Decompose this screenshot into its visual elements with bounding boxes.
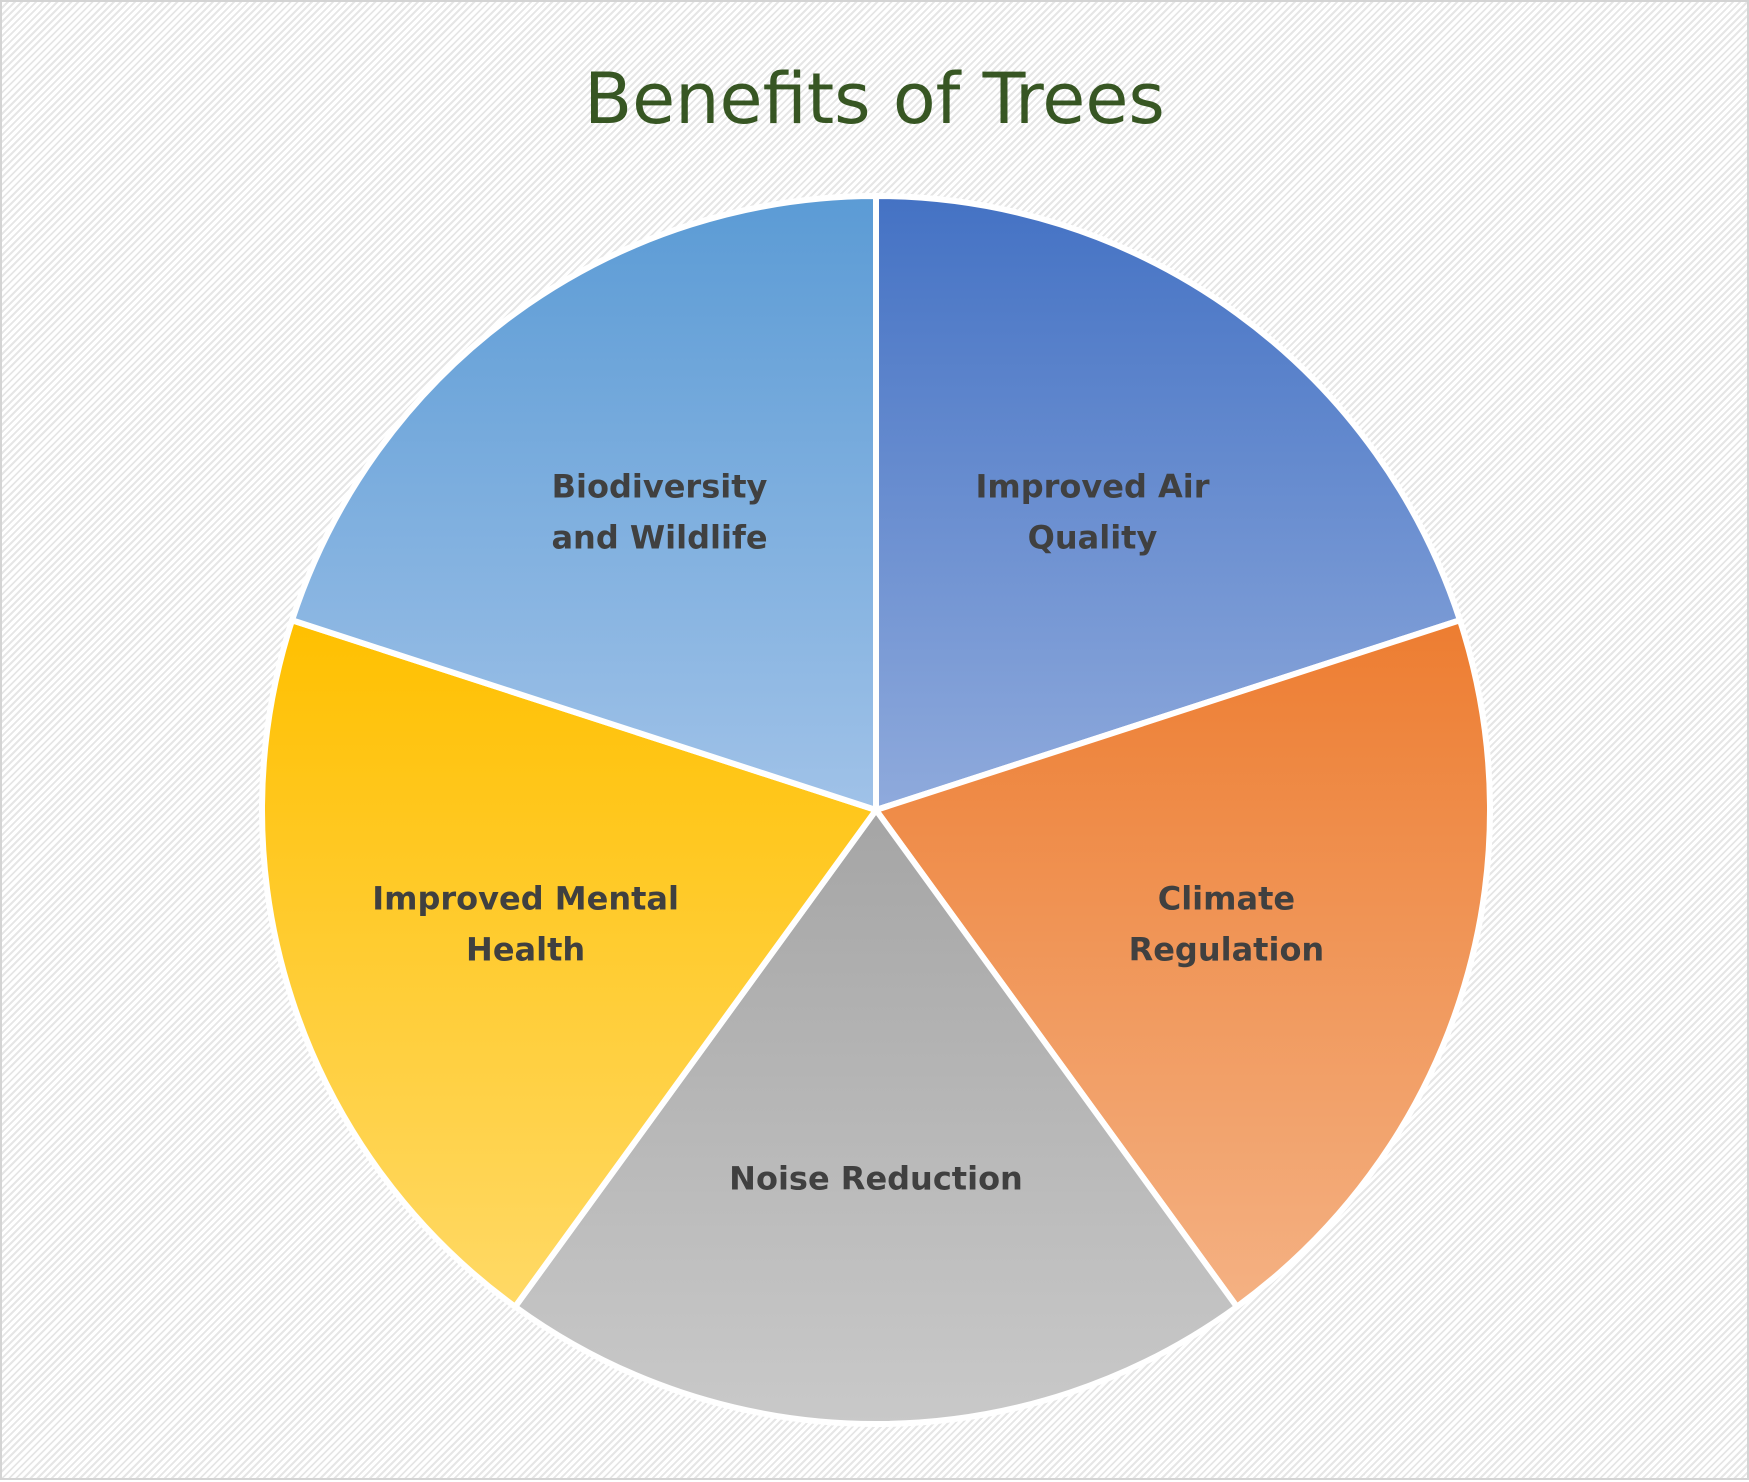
slice-label-improved-mental-health: Improved Mental Health (372, 879, 679, 968)
pie-slice-noise-reduction (512, 807, 1240, 1428)
pie-slice-climate-regulation (873, 617, 1493, 1310)
slice-label-climate-regulation: Climate Regulation (1129, 879, 1325, 968)
slice-label-biodiversity-and-wildlife: Biodiversity and Wildlife (551, 468, 767, 557)
pie-slice-improved-air-quality (873, 193, 1463, 813)
chart-title: Benefits of Trees (584, 58, 1165, 140)
slice-label-noise-reduction: Noise Reduction (729, 1159, 1023, 1197)
slice-label-improved-air-quality: Improved Air Quality (975, 468, 1209, 557)
pie-slice-biodiversity-and-wildlife (289, 193, 879, 813)
pie-slice-improved-mental-health (259, 617, 879, 1310)
